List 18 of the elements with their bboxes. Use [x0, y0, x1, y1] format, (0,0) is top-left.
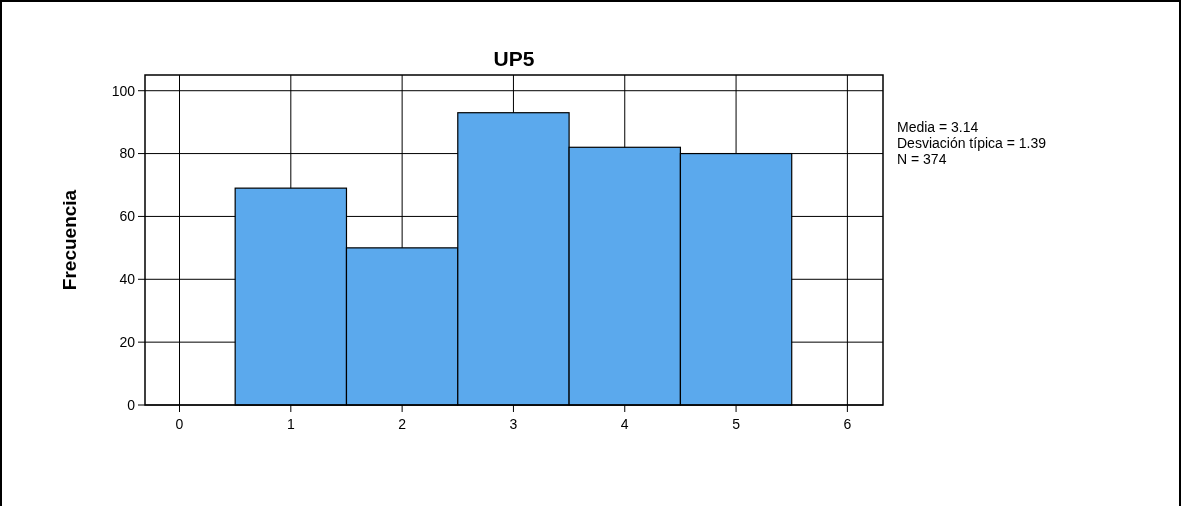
y-axis-title: Frecuencia [59, 189, 80, 291]
y-tick-label: 80 [119, 145, 136, 162]
x-tick-label: 1 [286, 416, 295, 432]
y-tick-label: 60 [119, 208, 136, 225]
text: N = 374 [897, 151, 947, 167]
x-tick-label: 2 [398, 416, 407, 432]
x-tick-label: 0 [175, 416, 184, 432]
x-tick-label: 5 [732, 416, 741, 432]
y-tick-label: 40 [119, 271, 136, 288]
x-tick-label: 6 [843, 416, 852, 432]
x-tick-label: 3 [509, 416, 518, 432]
y-tick-label: 20 [119, 334, 136, 351]
y-tick-label: 0 [127, 396, 136, 413]
y-tick-label: 100 [111, 82, 136, 99]
x-tick-label: 4 [620, 416, 629, 432]
text: Desviación típica = 1.39 [897, 135, 1047, 151]
text: Media = 3.14 [897, 119, 979, 135]
chart-title: UP5 [493, 47, 535, 70]
